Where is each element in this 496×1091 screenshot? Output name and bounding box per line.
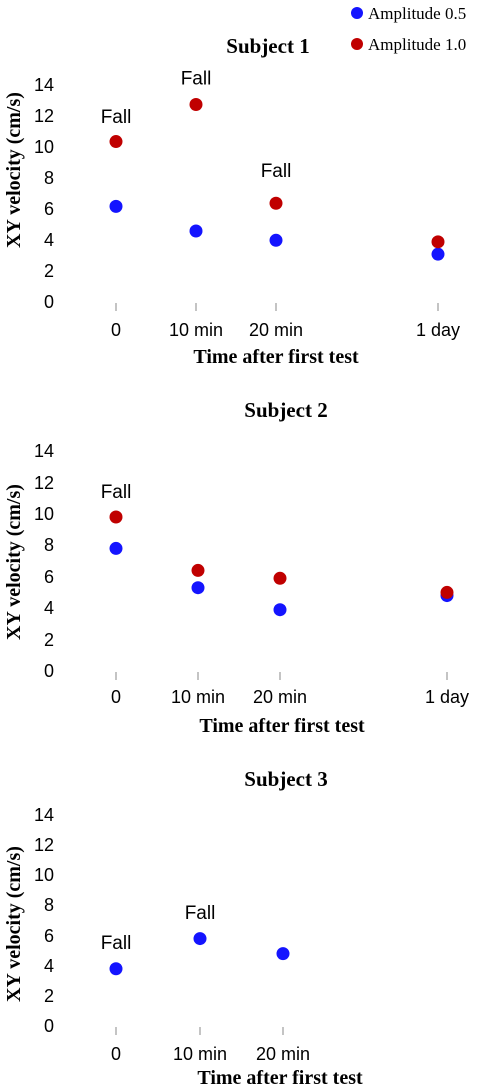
x-tick-labels-subject-1: 0 10 min 20 min 1 day bbox=[111, 320, 460, 340]
y-tick-label: 14 bbox=[34, 805, 54, 825]
y-tick-label: 8 bbox=[44, 535, 54, 555]
data-point-amplitude-0-5 bbox=[431, 247, 445, 261]
x-tick-label: 0 bbox=[111, 687, 121, 707]
data-point-amplitude-1-0 bbox=[440, 585, 454, 599]
legend-label-amplitude-05: Amplitude 0.5 bbox=[368, 4, 466, 23]
fall-annotation: Fall bbox=[101, 107, 132, 128]
y-tick-label: 6 bbox=[44, 567, 54, 587]
fall-annotation: Fall bbox=[181, 68, 212, 89]
x-tick-label: 20 min bbox=[249, 320, 303, 340]
x-axis-label-subject-1: Time after first test bbox=[193, 346, 359, 368]
data-point-amplitude-1-0 bbox=[109, 510, 123, 524]
data-point-amplitude-0-5 bbox=[276, 947, 290, 961]
y-tick-labels-subject-1: 0 2 4 6 8 10 12 14 bbox=[34, 75, 54, 312]
data-point-amplitude-1-0 bbox=[273, 571, 287, 585]
y-tick-label: 4 bbox=[44, 598, 54, 618]
chart-panel-subject-3: Subject 3 XY velocity (cm/s) 0 2 4 6 8 1… bbox=[3, 767, 363, 1089]
data-point-amplitude-0-5 bbox=[193, 932, 207, 946]
data-point-amplitude-0-5 bbox=[189, 224, 203, 238]
legend-marker-amplitude-05 bbox=[351, 7, 363, 19]
x-tick-label: 10 min bbox=[171, 687, 225, 707]
y-tick-label: 0 bbox=[44, 292, 54, 312]
legend-item-amplitude-10: Amplitude 1.0 bbox=[351, 35, 466, 54]
y-tick-label: 12 bbox=[34, 106, 54, 126]
fall-annotation: Fall bbox=[185, 903, 216, 924]
x-tick-label: 0 bbox=[111, 320, 121, 340]
data-point-amplitude-0-5 bbox=[269, 233, 283, 247]
data-point-amplitude-0-5 bbox=[273, 603, 287, 617]
legend-label-amplitude-10: Amplitude 1.0 bbox=[368, 35, 466, 54]
data-point-amplitude-1-0 bbox=[269, 196, 283, 210]
y-tick-label: 10 bbox=[34, 504, 54, 524]
x-axis-label-subject-3: Time after first test bbox=[197, 1067, 363, 1089]
data-point-amplitude-1-0 bbox=[191, 563, 205, 577]
x-tick-label: 20 min bbox=[256, 1044, 310, 1064]
chart-panel-subject-1: Subject 1 XY velocity (cm/s) 0 2 4 6 8 1… bbox=[3, 34, 460, 368]
chart-title-subject-1: Subject 1 bbox=[226, 34, 309, 58]
y-tick-label: 4 bbox=[44, 230, 54, 250]
y-tick-label: 6 bbox=[44, 926, 54, 946]
y-tick-label: 14 bbox=[34, 75, 54, 95]
data-point-amplitude-0-5 bbox=[109, 199, 123, 213]
plot-area-subject-2: Fall bbox=[101, 482, 454, 680]
y-tick-label: 12 bbox=[34, 473, 54, 493]
legend-marker-amplitude-10 bbox=[351, 38, 363, 50]
y-tick-label: 10 bbox=[34, 137, 54, 157]
x-tick-labels-subject-3: 0 10 min 20 min bbox=[111, 1044, 310, 1064]
y-tick-label: 4 bbox=[44, 956, 54, 976]
y-axis-label-subject-1: XY velocity (cm/s) bbox=[3, 92, 25, 248]
data-point-amplitude-1-0 bbox=[189, 98, 203, 112]
y-tick-label: 2 bbox=[44, 630, 54, 650]
chart-panel-subject-2: Subject 2 XY velocity (cm/s) 0 2 4 6 8 1… bbox=[3, 398, 469, 737]
plot-area-subject-3: Fall Fall bbox=[101, 903, 290, 1035]
y-tick-label: 2 bbox=[44, 261, 54, 281]
y-axis-label-subject-2: XY velocity (cm/s) bbox=[3, 484, 25, 640]
x-tick-label: 0 bbox=[111, 1044, 121, 1064]
x-tick-label: 20 min bbox=[253, 687, 307, 707]
plot-area-subject-1: Fall Fall Fall bbox=[101, 68, 445, 311]
data-point-amplitude-0-5 bbox=[191, 581, 205, 595]
data-point-amplitude-1-0 bbox=[109, 135, 123, 149]
x-axis-label-subject-2: Time after first test bbox=[199, 715, 365, 737]
fall-annotation: Fall bbox=[101, 933, 132, 954]
y-tick-label: 14 bbox=[34, 441, 54, 461]
x-tick-label: 1 day bbox=[425, 687, 469, 707]
y-tick-label: 0 bbox=[44, 1016, 54, 1036]
y-tick-labels-subject-2: 0 2 4 6 8 10 12 14 bbox=[34, 441, 54, 681]
x-tick-label: 10 min bbox=[169, 320, 223, 340]
data-point-amplitude-1-0 bbox=[431, 235, 445, 249]
y-tick-label: 12 bbox=[34, 835, 54, 855]
legend: Amplitude 0.5 Amplitude 1.0 bbox=[351, 4, 466, 54]
y-tick-label: 8 bbox=[44, 168, 54, 188]
y-tick-label: 2 bbox=[44, 986, 54, 1006]
data-point-amplitude-0-5 bbox=[109, 962, 123, 976]
y-tick-label: 10 bbox=[34, 865, 54, 885]
x-tick-label: 1 day bbox=[416, 320, 460, 340]
legend-item-amplitude-05: Amplitude 0.5 bbox=[351, 4, 466, 23]
fall-annotation: Fall bbox=[101, 482, 132, 503]
data-point-amplitude-0-5 bbox=[109, 541, 123, 555]
chart-title-subject-2: Subject 2 bbox=[244, 398, 327, 422]
y-tick-label: 8 bbox=[44, 895, 54, 915]
x-tick-label: 10 min bbox=[173, 1044, 227, 1064]
y-tick-labels-subject-3: 0 2 4 6 8 10 12 14 bbox=[34, 805, 54, 1036]
chart-title-subject-3: Subject 3 bbox=[244, 767, 327, 791]
fall-annotation: Fall bbox=[261, 161, 292, 182]
y-axis-label-subject-3: XY velocity (cm/s) bbox=[3, 846, 25, 1002]
x-tick-labels-subject-2: 0 10 min 20 min 1 day bbox=[111, 687, 469, 707]
y-tick-label: 0 bbox=[44, 661, 54, 681]
y-tick-label: 6 bbox=[44, 199, 54, 219]
